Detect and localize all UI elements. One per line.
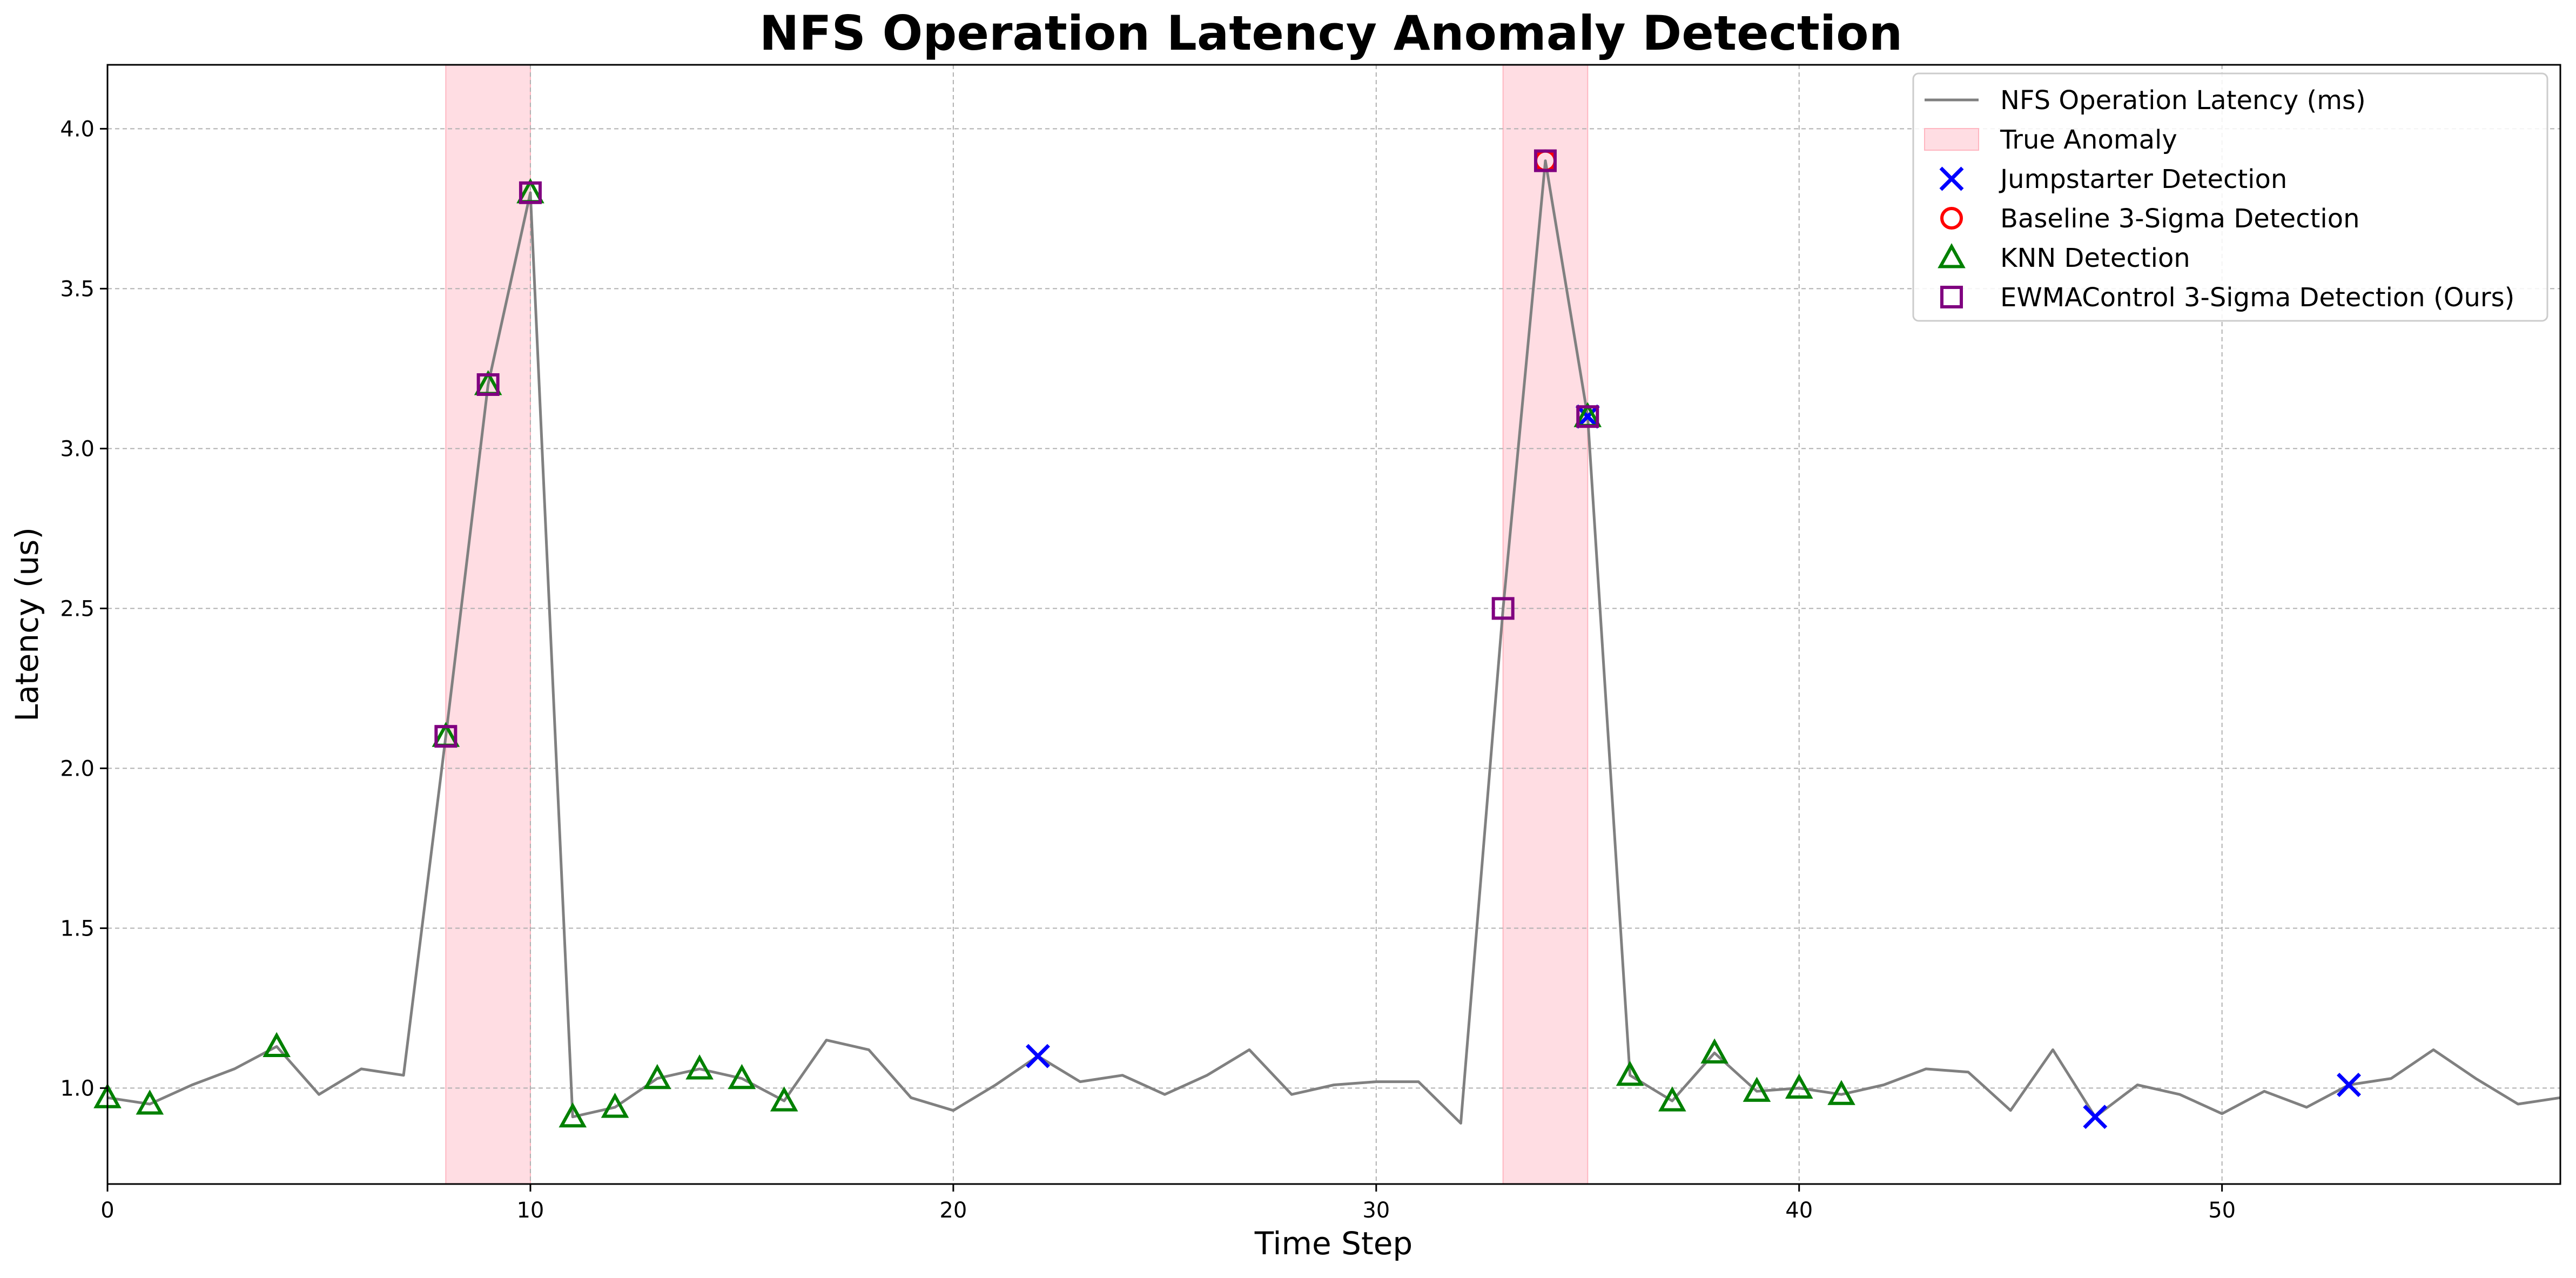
knn-marker [136,1089,164,1115]
legend-box [1912,72,2548,322]
y-tick-label: 3.5 [60,277,95,301]
x-tick-label: 50 [2208,1198,2236,1223]
y-tick-label: 1.5 [60,916,95,941]
plot-frame [106,64,2561,1185]
legend-label: True Anomaly [2000,125,2177,155]
x-axis: 0 10 20 30 40 50 [100,1184,2236,1223]
chart-title: NFS Operation Latency Anomaly Detection [759,5,1902,61]
jumpstarter-marker [1025,1044,1050,1068]
series-layer [107,159,2561,1125]
ewma-marker [1534,149,1557,172]
y-tick-label: 2.0 [60,756,95,781]
ewma-marker [519,181,542,204]
legend-items: NFS Operation Latency (ms) True Anomaly Ju… [1924,85,2514,313]
knn-marker [685,1054,714,1080]
x-tick-label: 40 [1785,1198,1813,1223]
legend-jumpstarter-marker [1939,166,1964,191]
plot-area [93,64,2561,1185]
ewma-marker [1491,597,1515,620]
jumpstarter-marker-stroke-b [1025,1044,1050,1068]
y-axis: 1.0 1.5 2.0 2.5 3.0 3.5 4.0 [60,117,107,1101]
x-tick-label: 0 [100,1198,114,1223]
knn-marker [1743,1077,1771,1102]
latency-line [107,159,2561,1125]
knn-marker [1785,1073,1813,1099]
jumpstarter-marker-stroke-b [2083,1105,2108,1129]
ewma-marker [434,725,458,748]
knn-marker [1658,1086,1686,1112]
x-tick-label: 10 [516,1198,544,1223]
jumpstarter-marker-stroke-b [1575,404,1600,429]
knn-marker [1616,1060,1644,1086]
y-tick-label: 2.5 [60,596,95,621]
legend-knn-marker [1938,243,1966,268]
knn-marker [1700,1038,1728,1064]
legend-item: NFS Operation Latency (ms) [1925,85,2366,116]
jumpstarter-marker-stroke-b [2337,1073,2362,1097]
legend-item: EWMAControl 3-Sigma Detection (Ours) [1940,282,2514,313]
x-axis-label: Time Step [1254,1225,1413,1262]
true-anomaly-span [1502,64,1589,1185]
knn-marker [263,1032,291,1057]
knn-marker [559,1102,587,1128]
knn-marker [1827,1080,1855,1105]
y-axis-label: Latency (us) [9,527,45,722]
legend-item: True Anomaly [1924,125,2177,155]
legend-ewma-marker [1940,286,1963,308]
legend-anomaly-swatch [1924,128,1979,151]
legend-label: NFS Operation Latency (ms) [2000,85,2366,116]
knn-marker [601,1093,629,1118]
y-tick-label: 4.0 [60,117,95,142]
jumpstarter-marker [1575,404,1600,429]
knn-marker [728,1064,756,1089]
legend-item: Baseline 3-Sigma Detection [1940,204,2360,234]
jumpstarter-marker [2337,1073,2362,1097]
legend-label: Baseline 3-Sigma Detection [2000,204,2360,234]
legend: NFS Operation Latency (ms) True Anomaly Ju… [1912,72,2548,322]
y-tick-label: 1.0 [60,1076,95,1101]
legend-label: KNN Detection [2000,243,2190,273]
marker-layer [93,149,2362,1129]
x-tick-label: 20 [939,1198,967,1223]
legend-item: KNN Detection [1938,243,2190,273]
legend-label: EWMAControl 3-Sigma Detection (Ours) [2000,282,2514,313]
x-tick-label: 30 [1362,1198,1390,1223]
ewma-marker [476,373,500,396]
legend-baseline-marker [1940,207,1963,230]
y-tick-label: 3.0 [60,436,95,461]
knn-marker [770,1086,798,1112]
jumpstarter-marker [2083,1105,2108,1129]
legend-jumpstarter-marker-stroke-b [1939,166,1964,191]
legend-label: Jumpstarter Detection [1999,164,2287,194]
legend-item: Jumpstarter Detection [1939,164,2287,194]
ewma-marker [1576,405,1599,428]
knn-marker [643,1064,671,1089]
